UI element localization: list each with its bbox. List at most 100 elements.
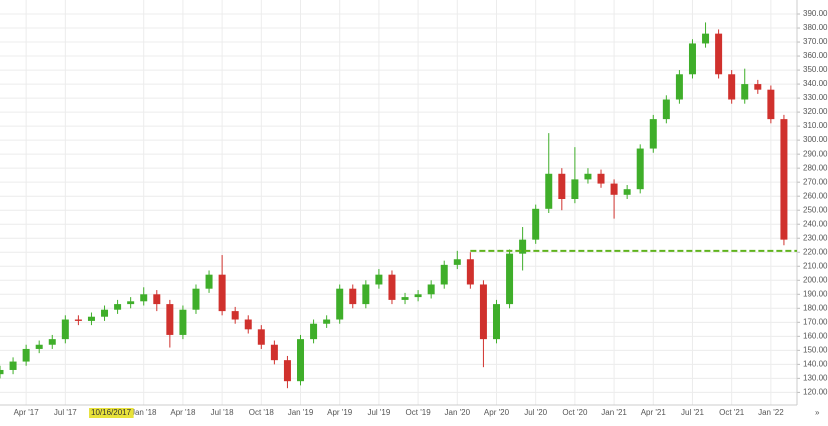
y-tick-label: 140.00 — [803, 359, 828, 368]
candle-body — [244, 319, 252, 330]
candle-body — [610, 183, 618, 195]
x-tick-label: Jul '20 — [524, 408, 547, 417]
candle-body — [492, 304, 500, 340]
x-tick-label: Jan '18 — [131, 408, 157, 417]
candle-body — [414, 294, 422, 298]
candle-body — [623, 189, 631, 195]
candle-body — [336, 288, 344, 320]
candle-body — [35, 344, 43, 349]
candle-body — [479, 284, 487, 340]
candle-body — [362, 284, 370, 305]
candle-body — [283, 360, 291, 382]
candle-body — [597, 173, 605, 184]
candle-body — [231, 311, 239, 320]
y-tick-label: 230.00 — [803, 233, 828, 242]
y-tick-label: 200.00 — [803, 275, 828, 284]
y-tick-label: 270.00 — [803, 177, 828, 186]
y-tick-label: 150.00 — [803, 345, 828, 354]
candle-body — [101, 309, 109, 317]
x-tick-label: Jul '17 — [54, 408, 77, 417]
candle-body — [166, 304, 174, 335]
x-tick-label: Oct '20 — [562, 408, 588, 417]
x-tick-label: Apr '19 — [327, 408, 353, 417]
candle-body — [127, 301, 135, 305]
candle-body — [87, 316, 95, 321]
x-tick-label: Jan '20 — [445, 408, 471, 417]
y-tick-label: 180.00 — [803, 303, 828, 312]
candle-body — [192, 288, 200, 310]
candle-body — [662, 99, 670, 120]
x-tick-label: Jul '18 — [211, 408, 234, 417]
candle-body — [767, 89, 775, 120]
y-tick-label: 130.00 — [803, 373, 828, 382]
x-tick-label: Jan '19 — [288, 408, 314, 417]
y-tick-label: 370.00 — [803, 37, 828, 46]
y-tick-label: 250.00 — [803, 205, 828, 214]
x-tick-label: Oct '21 — [719, 408, 745, 417]
candle-body — [584, 173, 592, 180]
candle-body — [297, 339, 305, 382]
y-tick-label: 310.00 — [803, 121, 828, 130]
y-tick-label: 160.00 — [803, 331, 828, 340]
candle-body — [0, 369, 4, 375]
candle-body — [506, 253, 514, 305]
candle-body — [140, 294, 148, 302]
candle-body — [519, 239, 527, 254]
y-tick-label: 390.00 — [803, 9, 828, 18]
candle-body — [545, 173, 553, 209]
candle-body — [114, 304, 122, 310]
candle-body — [153, 294, 161, 305]
candle-body — [728, 74, 736, 100]
candle-body — [61, 319, 69, 340]
candle-body — [702, 33, 710, 44]
crosshair-label: 10/16/2017 — [91, 408, 132, 417]
candle-body — [675, 74, 683, 100]
candle-body — [270, 344, 278, 361]
x-tick-label: Apr '20 — [484, 408, 510, 417]
candle-body — [74, 319, 82, 321]
candle-body — [532, 208, 540, 240]
y-tick-label: 190.00 — [803, 289, 828, 298]
nav-button[interactable]: » — [815, 408, 820, 417]
x-tick-label: Apr '21 — [641, 408, 667, 417]
x-tick-label: Jul '19 — [367, 408, 390, 417]
x-tick-label: Apr '18 — [170, 408, 196, 417]
candle-body — [349, 288, 357, 305]
y-tick-label: 360.00 — [803, 51, 828, 60]
y-tick-label: 380.00 — [803, 23, 828, 32]
x-tick-label: Oct '19 — [406, 408, 432, 417]
y-tick-label: 330.00 — [803, 93, 828, 102]
candle-body — [741, 84, 749, 100]
candle-body — [453, 259, 461, 265]
candle-body — [48, 339, 56, 345]
candle-body — [688, 43, 696, 75]
x-tick-label: Jan '21 — [601, 408, 627, 417]
y-tick-label: 280.00 — [803, 163, 828, 172]
y-tick-label: 120.00 — [803, 387, 828, 396]
candle-body — [427, 284, 435, 295]
candle-body — [466, 259, 474, 285]
candle-body — [715, 33, 723, 75]
candle-body — [323, 319, 331, 324]
candle-body — [218, 274, 226, 312]
candle-body — [571, 179, 579, 199]
y-tick-label: 260.00 — [803, 191, 828, 200]
y-tick-label: 350.00 — [803, 65, 828, 74]
x-tick-label: Jul '21 — [681, 408, 704, 417]
candle-body — [754, 84, 762, 90]
candle-body — [558, 173, 566, 199]
y-tick-label: 240.00 — [803, 219, 828, 228]
candle-body — [9, 361, 17, 370]
y-tick-label: 320.00 — [803, 107, 828, 116]
candle-body — [401, 297, 409, 300]
candle-body — [388, 274, 396, 300]
candle-body — [649, 119, 657, 149]
y-tick-label: 340.00 — [803, 79, 828, 88]
candle-body — [257, 329, 265, 345]
candle-body — [375, 274, 383, 285]
candle-body — [22, 348, 30, 362]
candle-body — [440, 264, 448, 285]
x-tick-label: Oct '18 — [249, 408, 275, 417]
x-tick-label: Jan '22 — [758, 408, 784, 417]
